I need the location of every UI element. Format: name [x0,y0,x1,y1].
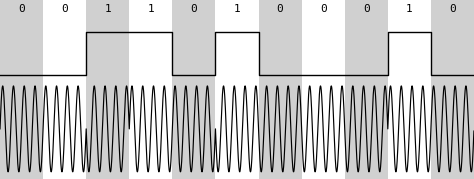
Bar [173,0,216,179]
Bar [216,0,258,179]
Bar [0,0,43,179]
Bar [345,0,388,179]
Bar [43,0,86,179]
Bar [388,0,431,179]
Bar [301,0,345,179]
Text: 1: 1 [234,4,240,14]
Text: 0: 0 [277,4,283,14]
Text: 0: 0 [61,4,68,14]
Text: 0: 0 [320,4,327,14]
Text: 0: 0 [449,4,456,14]
Bar [431,0,474,179]
Text: 1: 1 [147,4,154,14]
Text: 0: 0 [191,4,197,14]
Text: 1: 1 [104,4,111,14]
Bar [86,0,129,179]
Text: 0: 0 [363,4,370,14]
Bar [129,0,173,179]
Bar [258,0,301,179]
Text: 1: 1 [406,4,413,14]
Text: 0: 0 [18,4,25,14]
